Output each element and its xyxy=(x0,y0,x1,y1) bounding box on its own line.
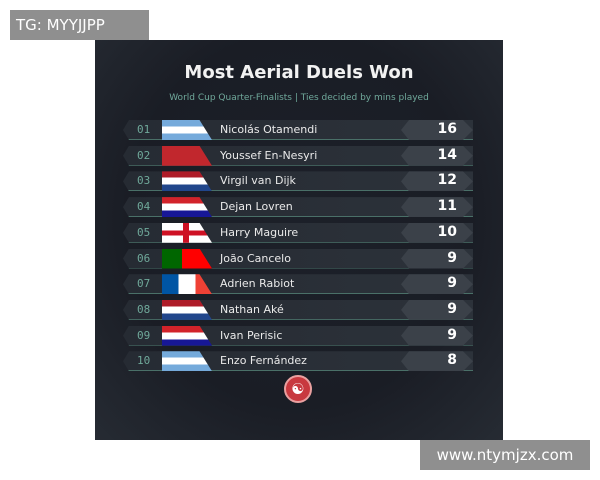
croatia-flag-icon xyxy=(162,325,212,346)
value-box: 9 xyxy=(401,325,473,346)
morocco-flag-icon xyxy=(162,145,212,166)
table-row: 02 Youssef En-Nesyri 14 xyxy=(123,145,473,166)
rank: 10 xyxy=(137,354,151,368)
player-name: Youssef En-Nesyri xyxy=(220,148,318,162)
aerial-duels-value: 16 xyxy=(437,121,457,137)
player-name: Dejan Lovren xyxy=(220,200,293,214)
row-background xyxy=(123,325,473,346)
infographic-card: Most Aerial Duels Won World Cup Quarter-… xyxy=(95,40,503,440)
aerial-duels-value: 11 xyxy=(437,198,457,215)
aerial-duels-value: 9 xyxy=(447,249,457,266)
watermark-top-left: TG: MYYJJPP xyxy=(10,10,149,40)
rank: 05 xyxy=(137,225,151,239)
player-name: Nathan Aké xyxy=(220,302,284,316)
watermark-bottom-right: www.ntymjzx.com xyxy=(420,440,590,470)
row-background xyxy=(123,145,473,166)
player-name: João Cancelo xyxy=(220,251,291,265)
aerial-duels-value: 12 xyxy=(437,172,457,189)
table-row: 10 Enzo Fernández 8 xyxy=(123,351,473,372)
brand-logo-icon: ☯ xyxy=(284,375,312,403)
aerial-duels-value: 10 xyxy=(437,223,457,240)
row-background xyxy=(123,171,473,192)
player-name: Enzo Fernández xyxy=(220,354,307,368)
rank: 09 xyxy=(137,328,151,342)
value-box: 9 xyxy=(401,299,473,320)
value-box: 10 xyxy=(401,222,473,243)
table-row: 08 Nathan Aké 9 xyxy=(123,299,473,320)
value-box: 14 xyxy=(401,145,473,166)
aerial-duels-value: 14 xyxy=(437,146,457,163)
row-background xyxy=(123,197,473,218)
player-name: Ivan Perisic xyxy=(220,328,283,342)
rank: 06 xyxy=(137,251,151,265)
table-row: 01 Nicolás Otamendi 16 xyxy=(123,120,473,140)
table-row: 05 Harry Maguire 10 xyxy=(123,222,473,243)
value-box: 12 xyxy=(401,171,473,192)
value-box: 11 xyxy=(401,197,473,218)
netherlands-flag-icon xyxy=(162,299,212,320)
rank: 07 xyxy=(137,277,151,291)
argentina-flag-icon xyxy=(162,351,212,372)
value-box: 9 xyxy=(401,274,473,295)
player-name: Adrien Rabiot xyxy=(220,277,295,291)
netherlands-flag-icon xyxy=(162,171,212,192)
player-name: Nicolás Otamendi xyxy=(220,123,318,136)
portugal-flag-icon xyxy=(162,248,212,269)
aerial-duels-value: 9 xyxy=(447,326,457,343)
table-row: 04 Dejan Lovren 11 xyxy=(123,197,473,218)
france-flag-icon xyxy=(162,274,212,295)
value-box: 9 xyxy=(401,248,473,269)
subtitle: World Cup Quarter-Finalists | Ties decid… xyxy=(169,93,429,103)
table-row: 06 João Cancelo 9 xyxy=(123,248,473,269)
row-background xyxy=(123,222,473,243)
england-flag-icon xyxy=(162,222,212,243)
player-name: Virgil van Dijk xyxy=(220,174,296,188)
rank: 04 xyxy=(137,200,151,214)
table-row: 07 Adrien Rabiot 9 xyxy=(123,274,473,295)
row-background xyxy=(123,248,473,269)
croatia-flag-icon xyxy=(162,197,212,218)
value-box: 8 xyxy=(401,351,473,372)
argentina-flag-icon xyxy=(162,120,212,140)
aerial-duels-value: 9 xyxy=(447,275,457,292)
rank: 03 xyxy=(137,174,151,188)
table-row: 09 Ivan Perisic 9 xyxy=(123,325,473,346)
page-title: Most Aerial Duels Won xyxy=(184,62,414,83)
row-background xyxy=(123,120,473,140)
aerial-duels-value: 8 xyxy=(447,352,457,369)
row-background xyxy=(123,274,473,295)
rank: 08 xyxy=(137,302,151,316)
aerial-duels-value: 9 xyxy=(447,300,457,317)
table-row: 03 Virgil van Dijk 12 xyxy=(123,171,473,192)
value-box: 16 xyxy=(401,120,473,140)
row-background xyxy=(123,299,473,320)
rank: 01 xyxy=(137,123,151,136)
rank: 02 xyxy=(137,148,151,162)
player-name: Harry Maguire xyxy=(220,225,299,239)
row-background xyxy=(123,351,473,372)
